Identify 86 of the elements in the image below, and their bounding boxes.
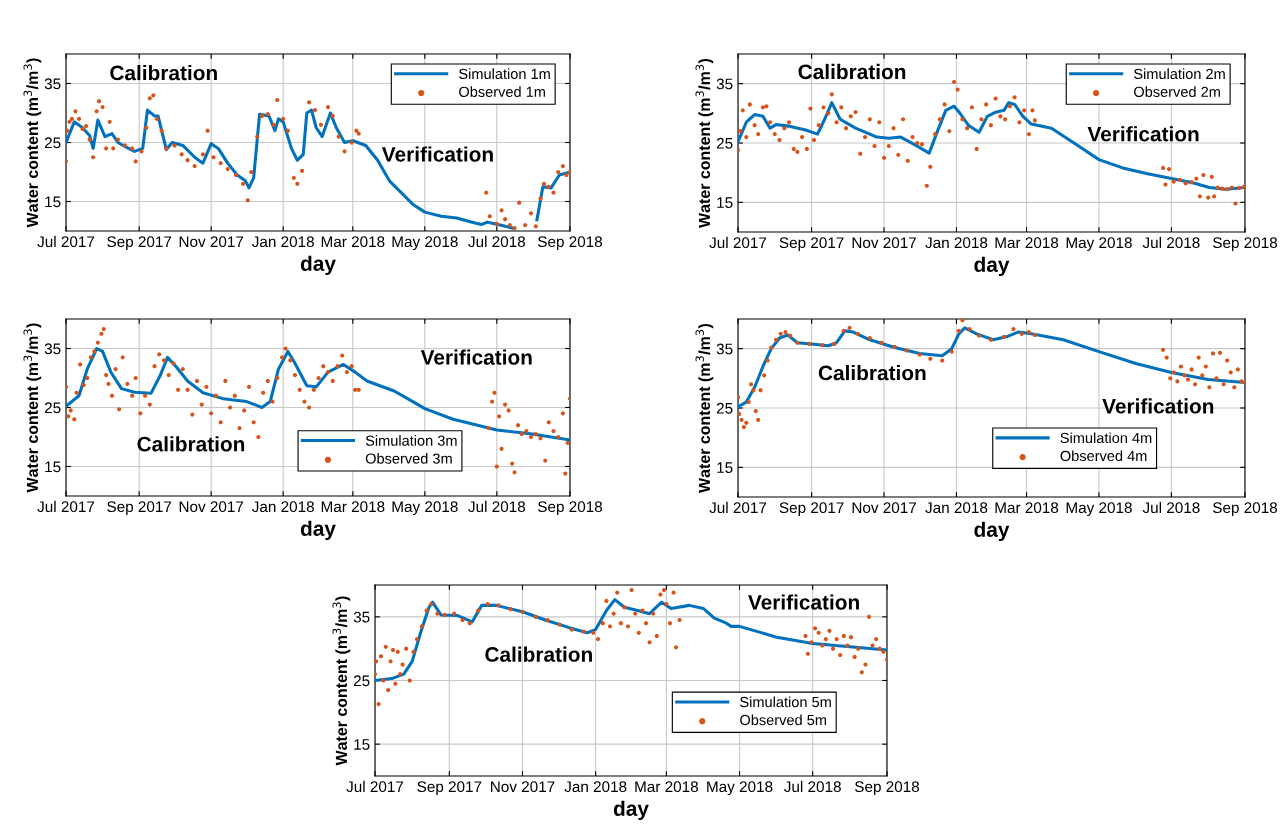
x-tick-label: Sep 2017	[107, 236, 172, 251]
x-tick-label: Mar 2018	[995, 237, 1059, 249]
x-tick-label: Sep 2018	[854, 781, 920, 796]
annotation: Verification	[1087, 126, 1199, 142]
x-axis-title: day	[974, 521, 1010, 542]
x-tick-label: May 2018	[1066, 237, 1132, 252]
y-tick-label: 35	[716, 78, 733, 90]
x-tick-label: Jan 2018	[925, 237, 988, 249]
x-axis-title: day	[613, 800, 649, 821]
line-series	[738, 101, 1245, 191]
annotation: Verification	[748, 594, 859, 610]
y-tick-label: 15	[717, 462, 733, 474]
y-axis-title: Water content (m$^{3}$/m$^{3}$)	[695, 323, 714, 493]
x-tick-label: Jul 2017	[709, 236, 767, 249]
x-tick-label: Jan 2018	[564, 781, 627, 793]
y-tick-label: 25	[716, 402, 733, 414]
x-tick-label: Mar 2018	[635, 781, 698, 793]
x-tick-label: Jul 2018	[784, 780, 841, 793]
annotation: Calibration	[818, 365, 926, 381]
x-tick-label: Sep 2017	[779, 502, 844, 517]
annotation: Verification	[381, 146, 493, 162]
x-tick-label: Sep 2017	[779, 237, 844, 252]
annotation: Calibration	[137, 436, 245, 452]
legend-label: Simulation 3m	[365, 435, 457, 446]
x-tick-label: Mar 2018	[321, 236, 385, 248]
x-tick-label: Jul 2018	[468, 235, 526, 248]
x-tick-label: May 2018	[1066, 502, 1132, 517]
x-tick-label: Jul 2017	[37, 235, 95, 248]
x-tick-label: Jul 2018	[468, 500, 526, 513]
x-tick-label: Jan 2018	[251, 236, 314, 248]
legend-label: Observed 1m	[459, 86, 545, 97]
legend-label: Simulation 2m	[1134, 68, 1225, 80]
x-tick-label: Sep 2017	[417, 781, 482, 796]
x-tick-label: Mar 2018	[321, 501, 385, 513]
x-tick-label: Mar 2018	[995, 502, 1059, 514]
x-tick-label: Jul 2018	[1142, 236, 1200, 249]
annotation: Calibration	[110, 65, 217, 81]
x-tick-label: Jul 2017	[346, 780, 404, 793]
legend-label: Observed 4m	[1060, 450, 1147, 462]
legend-label: Simulation 1m	[459, 68, 550, 80]
x-tick-label: Jan 2018	[251, 501, 314, 513]
x-tick-label: Jul 2017	[37, 500, 95, 513]
y-tick-label: 15	[354, 739, 370, 750]
y-tick-label: 15	[45, 196, 61, 208]
y-tick-label: 15	[45, 461, 61, 473]
legend-label: Simulation 5m	[740, 696, 831, 708]
y-axis-title: Water content (m$^{3}$/m$^{3}$)	[695, 58, 714, 228]
x-tick-label: May 2018	[392, 501, 458, 516]
legend-label: Simulation 4m	[1060, 432, 1152, 444]
x-tick-label: May 2018	[392, 236, 458, 251]
annotation: Calibration	[798, 63, 906, 80]
annotation: Verification	[1102, 398, 1214, 414]
x-tick-label: Nov 2017	[852, 237, 916, 249]
y-tick-label: 25	[716, 137, 733, 149]
y-tick-label: 25	[44, 402, 61, 414]
x-tick-label: Nov 2017	[179, 501, 244, 513]
x-tick-label: Nov 2017	[491, 781, 555, 793]
y-tick-label: 35	[353, 611, 370, 623]
x-tick-label: Jul 2018	[1142, 501, 1200, 514]
y-tick-label: 35	[716, 343, 733, 355]
x-tick-label: Jan 2018	[925, 502, 988, 514]
x-tick-label: Sep 2018	[537, 501, 603, 516]
legend-label: Observed 2m	[1134, 86, 1220, 98]
x-tick-label: Nov 2017	[179, 236, 244, 248]
y-tick-label: 35	[44, 78, 61, 90]
x-axis-title: day	[974, 256, 1010, 277]
annotation: Verification	[420, 349, 532, 365]
x-tick-label: Sep 2017	[107, 501, 172, 516]
legend-label: Observed 5m	[740, 714, 826, 726]
annotation: Calibration	[485, 646, 592, 662]
y-axis-title: Water content (m$^{3}$/m$^{3}$)	[23, 58, 42, 228]
x-tick-label: Jul 2017	[709, 501, 767, 514]
y-tick-label: 35	[44, 343, 61, 355]
x-axis-title: day	[300, 520, 336, 541]
y-axis-title: Water content (m$^{3}$/m$^{3}$)	[23, 323, 42, 493]
y-tick-label: 25	[44, 137, 61, 149]
y-tick-label: 15	[717, 197, 733, 209]
x-axis-title: day	[300, 255, 336, 276]
x-tick-label: May 2018	[707, 781, 773, 796]
y-axis-title: Water content (m$^{3}$/m$^{3}$)	[332, 596, 351, 766]
legend-label: Observed 3m	[365, 453, 452, 464]
x-tick-label: Nov 2017	[852, 502, 916, 514]
x-tick-label: Sep 2018	[1212, 237, 1278, 252]
x-tick-label: Sep 2018	[1212, 502, 1278, 517]
y-tick-label: 25	[353, 675, 370, 687]
x-tick-label: Sep 2018	[537, 236, 603, 251]
